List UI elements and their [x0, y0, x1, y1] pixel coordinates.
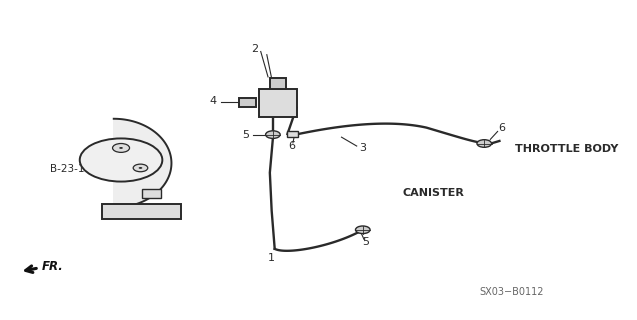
- Text: B-23-11: B-23-11: [50, 164, 91, 174]
- Text: 5: 5: [242, 130, 249, 140]
- Bar: [102, 204, 180, 219]
- Circle shape: [355, 226, 370, 234]
- Text: CANISTER: CANISTER: [402, 188, 464, 198]
- Bar: [240, 99, 257, 107]
- Circle shape: [113, 143, 129, 152]
- Bar: [142, 189, 161, 198]
- Text: SX03−B0112: SX03−B0112: [479, 287, 544, 297]
- Circle shape: [477, 140, 492, 147]
- Bar: [270, 78, 285, 89]
- Text: 3: 3: [359, 143, 366, 153]
- Text: THROTTLE BODY: THROTTLE BODY: [515, 144, 618, 154]
- Circle shape: [139, 167, 142, 169]
- Text: 5: 5: [362, 237, 369, 247]
- Text: FR.: FR.: [42, 260, 64, 273]
- Bar: [287, 131, 298, 137]
- Text: 1: 1: [268, 253, 275, 263]
- Text: 4: 4: [210, 96, 217, 106]
- Polygon shape: [114, 119, 171, 208]
- Circle shape: [119, 147, 123, 149]
- Circle shape: [80, 139, 162, 181]
- Text: 2: 2: [251, 44, 258, 54]
- Circle shape: [133, 164, 148, 172]
- Text: 6: 6: [497, 123, 505, 133]
- Bar: [259, 89, 297, 117]
- Text: 6: 6: [288, 141, 295, 151]
- Circle shape: [266, 131, 280, 139]
